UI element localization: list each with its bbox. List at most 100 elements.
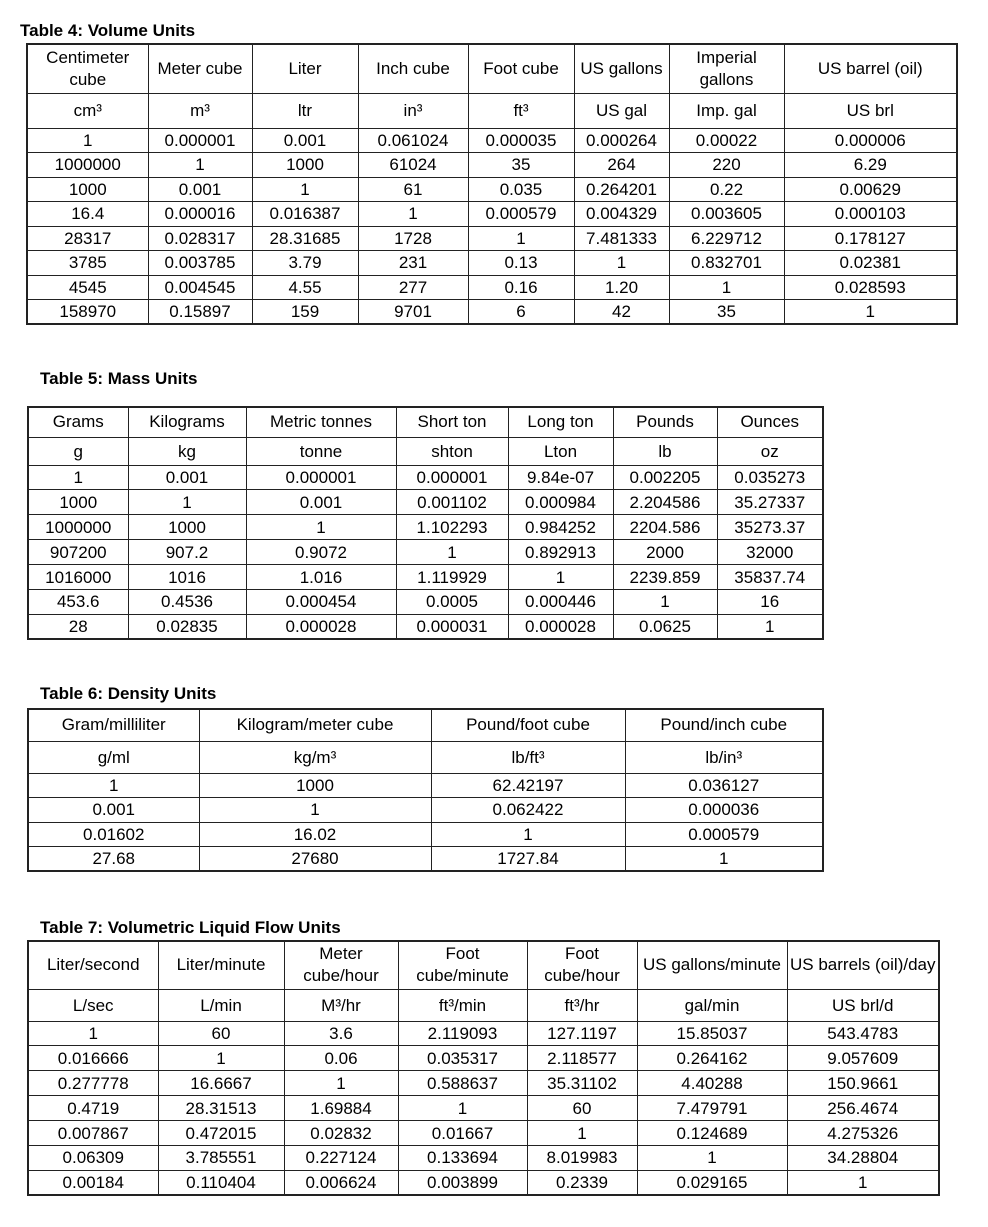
table-cell: 220 xyxy=(668,152,785,178)
table-cell: 1000 xyxy=(27,489,129,516)
table-cell: 0.036127 xyxy=(624,772,824,798)
table-cell: 0.16 xyxy=(467,274,575,300)
table-cell: 0.016666 xyxy=(27,1045,159,1072)
table-cell: 0.061024 xyxy=(357,127,469,153)
table-cell: 1 xyxy=(430,821,626,847)
table-cell: 1000000 xyxy=(26,152,149,178)
table-cell: 0.003605 xyxy=(668,201,785,227)
units-row-cell: Imp. gal xyxy=(668,92,785,129)
table-cell: 1000 xyxy=(127,514,247,541)
table-cell: 1 xyxy=(397,1095,528,1122)
table-row: 27.68 27680 1727.84 1 xyxy=(27,846,824,872)
table-cell: 277 xyxy=(357,274,469,300)
table-row: 16.4 0.000016 0.016387 1 0.000579 0.004329 0.0… xyxy=(26,201,958,227)
units-row: cm³ m³ ltr in³ ft³ US gal Imp. gal US brl xyxy=(26,92,958,129)
table-cell: 1.016 xyxy=(245,564,397,590)
table-row: 4545 0.004545 4.55 277 0.16 1.20 1 0.028593 xyxy=(26,274,958,300)
header-row-cell: Meter cube xyxy=(147,43,253,94)
table-cell: 0.110404 xyxy=(157,1169,285,1196)
table-cell: 16.02 xyxy=(198,821,432,847)
table-cell: 42 xyxy=(573,299,670,325)
header-row: Centimeter cube Meter cube Liter Inch cube F… xyxy=(26,43,958,94)
table-cell: 7.481333 xyxy=(573,225,670,251)
units-row: L/sec L/min M³/hr ft³/min ft³/hr gal/min US br… xyxy=(27,988,940,1022)
table-cell: 2.204586 xyxy=(612,489,718,516)
header-row-cell: Liter/second xyxy=(27,940,159,990)
units-row-cell: g xyxy=(27,436,129,466)
table-cell: 35273.37 xyxy=(716,514,824,541)
table-cell: 0.000028 xyxy=(245,613,397,640)
table-cell: 0.264201 xyxy=(573,176,670,202)
units-row-cell: US brl/d xyxy=(786,988,940,1022)
table-cell: 35 xyxy=(668,299,785,325)
table-cell: 0.000031 xyxy=(395,613,509,640)
table-cell: 0.0005 xyxy=(395,588,509,615)
table-cell: 0.035273 xyxy=(716,464,824,491)
table-cell: 0.001 xyxy=(127,464,247,491)
table-cell: 0.01667 xyxy=(397,1120,528,1146)
header-row-cell: US gallons xyxy=(573,43,670,94)
table-cell: 0.000001 xyxy=(395,464,509,491)
table-cell: 0.01602 xyxy=(27,821,200,847)
table-cell: 0.0625 xyxy=(612,613,718,640)
table-cell: 1 xyxy=(26,127,149,153)
table-cell: 2.119093 xyxy=(397,1020,528,1047)
table-row: 3785 0.003785 3.79 231 0.13 1 0.832701 0.02381 xyxy=(26,250,958,276)
table-cell: 231 xyxy=(357,250,469,276)
table-row: 0.277778 16.6667 1 0.588637 35.31102 4.40288 1… xyxy=(27,1070,940,1097)
header-row: Grams Kilograms Metric tonnes Short ton Long… xyxy=(27,406,824,438)
table-cell: 0.9072 xyxy=(245,539,397,566)
table-mass-units: Grams Kilograms Metric tonnes Short ton Long… xyxy=(27,406,824,641)
table-cell: 0.016387 xyxy=(251,201,359,227)
table-cell: 1 xyxy=(283,1070,399,1097)
table-cell: 0.000001 xyxy=(147,127,253,153)
table-cell: 0.227124 xyxy=(283,1144,399,1171)
table-cell: 28317 xyxy=(26,225,149,251)
table-cell: 0.062422 xyxy=(430,797,626,823)
header-row-cell: Foot cube xyxy=(467,43,575,94)
table-cell: 1000 xyxy=(26,176,149,202)
table-cell: 1016 xyxy=(127,564,247,590)
header-row: Liter/second Liter/minute Meter cube/hour F… xyxy=(27,940,940,990)
table-cell: 0.984252 xyxy=(507,514,614,541)
table-cell: 0.472015 xyxy=(157,1120,285,1146)
table-cell: 62.42197 xyxy=(430,772,626,798)
table-cell: 28 xyxy=(27,613,129,640)
table-cell: 8.019983 xyxy=(526,1144,638,1171)
table-cell: 28.31685 xyxy=(251,225,359,251)
table-cell: 0.001 xyxy=(27,797,200,823)
units-row-cell: oz xyxy=(716,436,824,466)
table-row: 1016000 1016 1.016 1.119929 1 2239.859 35837.7… xyxy=(27,564,824,590)
table-cell: 61024 xyxy=(357,152,469,178)
units-row-cell: Lton xyxy=(507,436,614,466)
table-cell: 1 xyxy=(526,1120,638,1146)
table-cell: 1 xyxy=(27,772,200,798)
table-cell: 150.9661 xyxy=(786,1070,940,1097)
table-cell: 0.06309 xyxy=(27,1144,159,1171)
table-cell: 0.00184 xyxy=(27,1169,159,1196)
table-cell: 0.028317 xyxy=(147,225,253,251)
header-row-cell: Kilograms xyxy=(127,406,247,438)
header-row-cell: Foot cube/hour xyxy=(526,940,638,990)
units-row-cell: ft³ xyxy=(467,92,575,129)
table-cell: 7.479791 xyxy=(636,1095,788,1122)
table-cell: 4545 xyxy=(26,274,149,300)
table-cell: 0.000984 xyxy=(507,489,614,516)
table-row: 158970 0.15897 159 9701 6 42 35 1 xyxy=(26,299,958,325)
header-row-cell: Meter cube/hour xyxy=(283,940,399,990)
table-cell: 0.000454 xyxy=(245,588,397,615)
table-cell: 9.84e-07 xyxy=(507,464,614,491)
table-cell: 1 xyxy=(612,588,718,615)
table-row: 907200 907.2 0.9072 1 0.892913 2000 32000 xyxy=(27,539,824,566)
table-cell: 0.02832 xyxy=(283,1120,399,1146)
table-cell: 0.035317 xyxy=(397,1045,528,1072)
table-cell: 1 xyxy=(507,564,614,590)
table-cell: 0.029165 xyxy=(636,1169,788,1196)
table-cell: 453.6 xyxy=(27,588,129,615)
units-row-cell: M³/hr xyxy=(283,988,399,1022)
table-cell: 1.20 xyxy=(573,274,670,300)
table-cell: 16.6667 xyxy=(157,1070,285,1097)
table-cell: 1 xyxy=(27,1020,159,1047)
table-row: 0.001 1 0.062422 0.000036 xyxy=(27,797,824,823)
table-cell: 35.31102 xyxy=(526,1070,638,1097)
